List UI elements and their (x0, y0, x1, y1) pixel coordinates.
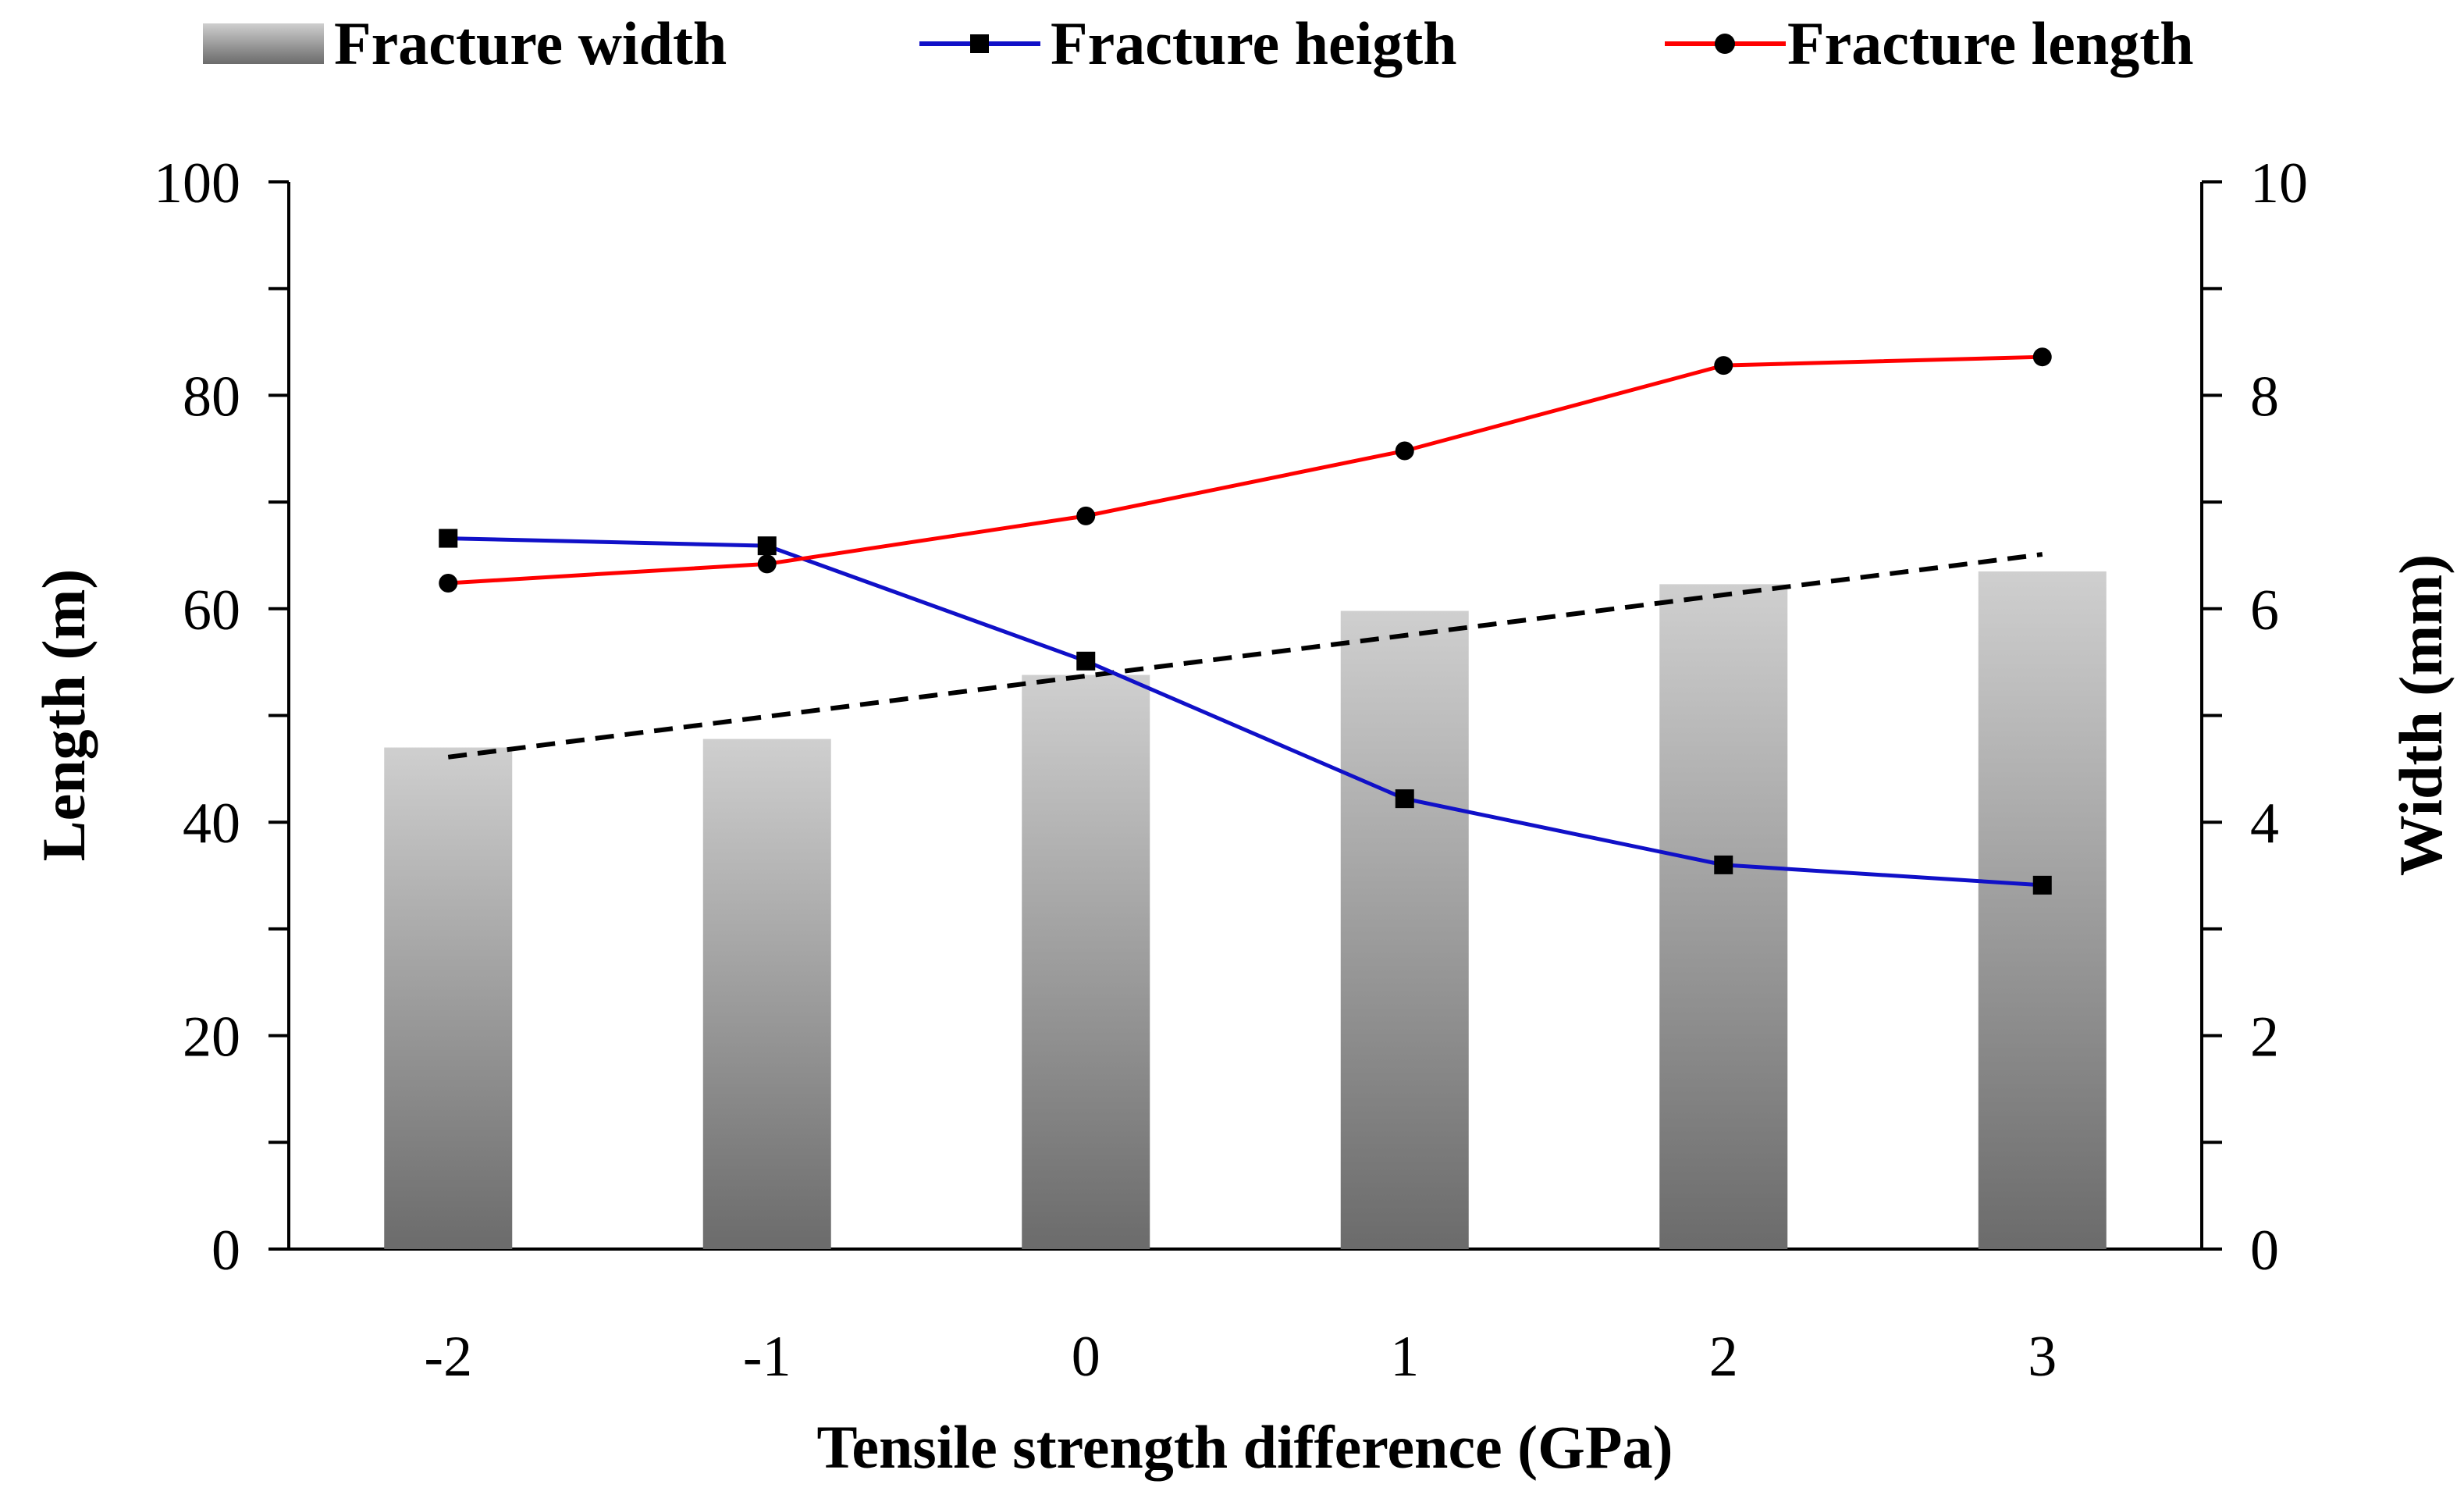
height-series-line (448, 536, 2043, 888)
length-series-line (448, 354, 2043, 585)
right-ticks: 0 2 4 6 8 10 (2202, 151, 2308, 1283)
x-tick-labels: -2 -1 0 1 2 3 (424, 1325, 2057, 1389)
height-point (1714, 855, 1733, 874)
legend-length-label: Fracture length (1787, 9, 2194, 77)
right-tick-label: 4 (2250, 792, 2279, 856)
width-bar (702, 739, 831, 1249)
left-tick-label: 40 (183, 792, 240, 856)
x-tick-label: 0 (1072, 1325, 1100, 1389)
x-tick-label: 1 (1390, 1325, 1419, 1389)
right-tick-label: 6 (2250, 578, 2279, 642)
left-tick-label: 20 (183, 1005, 240, 1070)
length-point (439, 573, 458, 593)
trend-layer (447, 552, 2043, 760)
width-bar (1659, 584, 1788, 1249)
x-tick-label: 2 (1709, 1325, 1738, 1389)
legend-width-swatch (203, 23, 324, 64)
right-tick-label: 2 (2250, 1005, 2279, 1070)
length-line-layer (439, 347, 2052, 593)
height-point (2032, 875, 2052, 895)
height-point (757, 536, 777, 556)
bars (384, 571, 2107, 1249)
left-tick-label: 60 (183, 578, 240, 642)
x-tick-label: -1 (743, 1325, 791, 1389)
x-tick-label: 3 (2028, 1325, 2057, 1389)
height-point (1076, 651, 1096, 671)
height-point (1395, 789, 1414, 809)
width-bar (1022, 674, 1150, 1249)
length-point (2032, 347, 2052, 367)
height-point (439, 529, 458, 548)
right-tick-label: 0 (2250, 1219, 2279, 1283)
left-tick-label: 0 (212, 1219, 240, 1283)
left-tick-label: 80 (183, 365, 240, 429)
height-line-layer (439, 529, 2052, 895)
length-point (1076, 506, 1096, 525)
x-axis-title: Tensile strength difference (GPa) (817, 1413, 1673, 1481)
width-bar (1978, 571, 2107, 1249)
legend-width-label: Fracture width (334, 9, 727, 77)
right-tick-label: 10 (2250, 151, 2308, 215)
x-tick-label: -2 (424, 1325, 472, 1389)
left-ticks: 0 20 40 60 80 100 (154, 151, 289, 1283)
y-axis-right-title: Width (mm) (2387, 554, 2455, 876)
legend-length-marker (1715, 34, 1735, 54)
width-bar (1340, 610, 1469, 1249)
legend-height-label: Fracture heigth (1051, 9, 1457, 77)
legend-height-marker (970, 34, 989, 53)
length-point (1395, 441, 1414, 461)
length-point (757, 554, 777, 574)
axes (287, 182, 2203, 1251)
length-point (1714, 356, 1733, 376)
width-bar (384, 747, 513, 1249)
left-tick-label: 100 (154, 151, 240, 215)
width-trendline (447, 552, 2043, 760)
y-axis-left-title: Length (m) (30, 569, 98, 862)
right-tick-label: 8 (2250, 365, 2279, 429)
legend: Fracture width Fracture heigth Fracture … (203, 9, 2194, 77)
